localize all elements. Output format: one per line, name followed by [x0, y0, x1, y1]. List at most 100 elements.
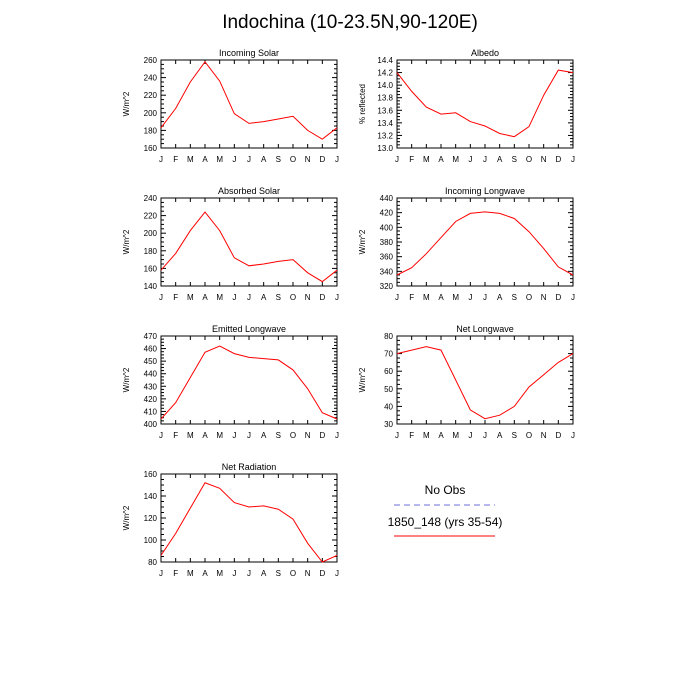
- incoming-longwave-xtick-label: F: [409, 293, 414, 302]
- legend-line-no-obs: [394, 504, 495, 506]
- incoming-longwave-frame: [396, 197, 574, 287]
- absorbed-solar-xtick-label: M: [187, 293, 194, 302]
- incoming-longwave-ytick-label: 400: [380, 223, 394, 232]
- albedo-ytick-label: 13.2: [377, 131, 393, 140]
- albedo-ytick-label: 13.4: [377, 119, 393, 128]
- net-radiation-xtick-label: J: [232, 569, 236, 578]
- legend-line-model: [394, 535, 495, 537]
- emitted-longwave-ylabel: W/m^2: [122, 367, 131, 392]
- incoming-longwave-xtick-label: M: [452, 293, 459, 302]
- albedo-ytick-label: 14.4: [377, 56, 393, 65]
- net-radiation-xtick-label: N: [305, 569, 311, 578]
- incoming-solar-ytick-label: 160: [144, 144, 158, 153]
- absorbed-solar-ytick-label: 200: [144, 229, 158, 238]
- emitted-longwave-xtick-label: J: [247, 431, 251, 440]
- absorbed-solar-xtick-label: J: [159, 293, 163, 302]
- absorbed-solar-ylabel: W/m^2: [122, 229, 131, 254]
- incoming-longwave-xtick-label: O: [526, 293, 532, 302]
- albedo-xtick-label: J: [395, 155, 399, 164]
- absorbed-solar-ytick-label: 220: [144, 212, 158, 221]
- absorbed-solar-series-line: [160, 211, 338, 283]
- incoming-longwave-ylabel: W/m^2: [358, 229, 367, 254]
- net-longwave-series-line: [396, 346, 574, 420]
- albedo-title: Albedo: [471, 48, 499, 58]
- albedo-xtick-label: A: [497, 155, 503, 164]
- incoming-solar-frame: [160, 59, 338, 149]
- incoming-solar-xtick-label: M: [187, 155, 194, 164]
- net-longwave-xtick-label: S: [512, 431, 517, 440]
- emitted-longwave-series-line: [160, 345, 338, 420]
- absorbed-solar-xtick-label: J: [335, 293, 339, 302]
- net-radiation-xtick-label: J: [247, 569, 251, 578]
- emitted-longwave-title: Emitted Longwave: [212, 324, 286, 334]
- absorbed-solar-title: Absorbed Solar: [218, 186, 280, 196]
- legend-item-model-label: 1850_148 (yrs 35-54): [387, 515, 503, 529]
- absorbed-solar-frame: [160, 197, 338, 287]
- albedo-ytick-label: 14.0: [377, 81, 393, 90]
- incoming-longwave-xtick-label: J: [571, 293, 575, 302]
- net-radiation-xtick-label: J: [335, 569, 339, 578]
- emitted-longwave-ytick-label: 470: [144, 332, 158, 341]
- emitted-longwave-ytick-label: 450: [144, 357, 158, 366]
- incoming-solar-ytick-label: 260: [144, 56, 158, 65]
- net-longwave-xtick-label: J: [571, 431, 575, 440]
- emitted-longwave-xtick-label: J: [232, 431, 236, 440]
- incoming-solar-xtick-label: D: [319, 155, 325, 164]
- net-longwave-xtick-label: A: [497, 431, 503, 440]
- incoming-solar-xtick-label: J: [335, 155, 339, 164]
- absorbed-solar-xtick-label: M: [216, 293, 223, 302]
- incoming-solar-ytick-label: 240: [144, 74, 158, 83]
- incoming-solar-xtick-label: A: [261, 155, 267, 164]
- emitted-longwave-xtick-label: S: [276, 431, 281, 440]
- emitted-longwave-xtick-label: M: [216, 431, 223, 440]
- net-radiation-title: Net Radiation: [222, 462, 277, 472]
- absorbed-solar-xtick-label: A: [202, 293, 208, 302]
- incoming-longwave-ytick-label: 380: [380, 238, 394, 247]
- albedo-xtick-label: N: [541, 155, 547, 164]
- net-longwave-ylabel: W/m^2: [358, 367, 367, 392]
- albedo-series-line: [396, 69, 574, 138]
- emitted-longwave-frame: [160, 335, 338, 425]
- net-longwave-ytick-label: 60: [384, 367, 393, 376]
- net-longwave-xtick-label: O: [526, 431, 532, 440]
- absorbed-solar-xtick-label: S: [276, 293, 281, 302]
- net-longwave-ytick-label: 50: [384, 385, 393, 394]
- net-radiation-xtick-label: S: [276, 569, 281, 578]
- emitted-longwave-ytick-label: 430: [144, 382, 158, 391]
- emitted-longwave-xtick-label: J: [335, 431, 339, 440]
- incoming-longwave-series-line: [396, 211, 574, 276]
- incoming-longwave-xtick-label: S: [512, 293, 517, 302]
- absorbed-solar-xtick-label: A: [261, 293, 267, 302]
- absorbed-solar-ytick-label: 160: [144, 264, 158, 273]
- net-longwave-ytick-label: 40: [384, 402, 393, 411]
- albedo-xtick-label: S: [512, 155, 517, 164]
- net-radiation-xtick-label: D: [319, 569, 325, 578]
- incoming-longwave-xtick-label: A: [497, 293, 503, 302]
- incoming-solar-title: Incoming Solar: [219, 48, 279, 58]
- net-longwave-ytick-label: 70: [384, 350, 393, 359]
- net-radiation-frame: [160, 473, 338, 563]
- incoming-solar-xtick-label: M: [216, 155, 223, 164]
- absorbed-solar-xtick-label: F: [173, 293, 178, 302]
- emitted-longwave-xtick-label: A: [261, 431, 267, 440]
- net-radiation-xtick-label: J: [159, 569, 163, 578]
- emitted-longwave-xtick-label: J: [159, 431, 163, 440]
- net-radiation-xtick-label: O: [290, 569, 296, 578]
- incoming-solar-ytick-label: 220: [144, 91, 158, 100]
- albedo-xtick-label: D: [555, 155, 561, 164]
- net-longwave-title: Net Longwave: [456, 324, 514, 334]
- albedo-ytick-label: 13.0: [377, 144, 393, 153]
- incoming-longwave-title: Incoming Longwave: [445, 186, 525, 196]
- legend-second: 1850_148 (yrs 35-54): [380, 515, 510, 529]
- albedo-xtick-label: O: [526, 155, 532, 164]
- incoming-longwave-ytick-label: 340: [380, 267, 394, 276]
- emitted-longwave-xtick-label: M: [187, 431, 194, 440]
- net-radiation-ytick-label: 140: [144, 492, 158, 501]
- legend: No Obs: [380, 483, 510, 497]
- incoming-longwave-xtick-label: J: [483, 293, 487, 302]
- page-title: Indochina (10-23.5N,90-120E): [222, 12, 478, 33]
- net-longwave-frame: [396, 335, 574, 425]
- emitted-longwave-xtick-label: D: [319, 431, 325, 440]
- net-radiation-ytick-label: 80: [148, 558, 157, 567]
